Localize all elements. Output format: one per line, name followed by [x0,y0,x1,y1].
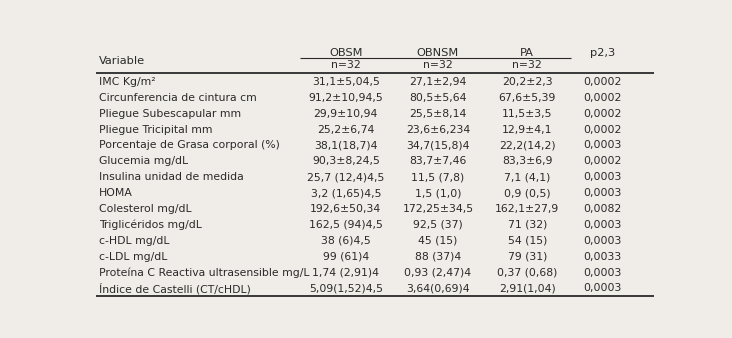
Text: 79 (31): 79 (31) [507,252,547,262]
Text: 5,09(1,52)4,5: 5,09(1,52)4,5 [309,284,383,293]
Text: 0,0002: 0,0002 [583,77,621,87]
Text: 38,1(18,7)4: 38,1(18,7)4 [314,140,378,150]
Text: 91,2±10,94,5: 91,2±10,94,5 [308,93,384,103]
Text: 0,0002: 0,0002 [583,124,621,135]
Text: 0,0003: 0,0003 [583,220,621,230]
Text: 3,64(0,69)4: 3,64(0,69)4 [406,284,470,293]
Text: PA: PA [520,48,534,58]
Text: 0,0002: 0,0002 [583,156,621,166]
Text: 0,0033: 0,0033 [583,252,621,262]
Text: 34,7(15,8)4: 34,7(15,8)4 [406,140,470,150]
Text: n=32: n=32 [512,60,542,70]
Text: Porcentaje de Grasa corporal (%): Porcentaje de Grasa corporal (%) [99,140,280,150]
Text: 71 (32): 71 (32) [507,220,547,230]
Text: 54 (15): 54 (15) [507,236,547,246]
Text: 3,2 (1,65)4,5: 3,2 (1,65)4,5 [310,188,381,198]
Text: 11,5±3,5: 11,5±3,5 [502,108,553,119]
Text: Insulina unidad de medida: Insulina unidad de medida [99,172,244,182]
Text: OBSM: OBSM [329,48,362,58]
Text: 27,1±2,94: 27,1±2,94 [409,77,466,87]
Text: Pliegue Subescapular mm: Pliegue Subescapular mm [99,108,241,119]
Text: 1,74 (2,91)4: 1,74 (2,91)4 [313,268,379,277]
Text: 99 (61)4: 99 (61)4 [323,252,369,262]
Text: Pliegue Tricipital mm: Pliegue Tricipital mm [99,124,212,135]
Text: 162,5 (94)4,5: 162,5 (94)4,5 [309,220,383,230]
Text: Variable: Variable [99,56,145,66]
Text: 67,6±5,39: 67,6±5,39 [498,93,556,103]
Text: 31,1±5,04,5: 31,1±5,04,5 [312,77,380,87]
Text: Glucemia mg/dL: Glucemia mg/dL [99,156,188,166]
Text: 90,3±8,24,5: 90,3±8,24,5 [312,156,380,166]
Text: 12,9±4,1: 12,9±4,1 [502,124,553,135]
Text: n=32: n=32 [331,60,361,70]
Text: c-LDL mg/dL: c-LDL mg/dL [99,252,167,262]
Text: 25,5±8,14: 25,5±8,14 [409,108,466,119]
Text: 0,0003: 0,0003 [583,172,621,182]
Text: Proteína C Reactiva ultrasensible mg/L: Proteína C Reactiva ultrasensible mg/L [99,267,310,278]
Text: 7,1 (4,1): 7,1 (4,1) [504,172,550,182]
Text: 0,93 (2,47)4: 0,93 (2,47)4 [404,268,471,277]
Text: 0,0002: 0,0002 [583,108,621,119]
Text: 192,6±50,34: 192,6±50,34 [310,204,381,214]
Text: 11,5 (7,8): 11,5 (7,8) [411,172,465,182]
Text: 38 (6)4,5: 38 (6)4,5 [321,236,370,246]
Text: 88 (37)4: 88 (37)4 [415,252,461,262]
Text: Colesterol mg/dL: Colesterol mg/dL [99,204,192,214]
Text: c-HDL mg/dL: c-HDL mg/dL [99,236,169,246]
Text: 0,0003: 0,0003 [583,284,621,293]
Text: 1,5 (1,0): 1,5 (1,0) [415,188,461,198]
Text: 22,2(14,2): 22,2(14,2) [499,140,556,150]
Text: 0,0003: 0,0003 [583,236,621,246]
Text: 0,9 (0,5): 0,9 (0,5) [504,188,550,198]
Text: 20,2±2,3: 20,2±2,3 [502,77,553,87]
Text: 25,7 (12,4)4,5: 25,7 (12,4)4,5 [307,172,384,182]
Text: OBNSM: OBNSM [417,48,459,58]
Text: 0,0003: 0,0003 [583,268,621,277]
Text: 0,0082: 0,0082 [583,204,621,214]
Text: p2,3: p2,3 [590,48,616,58]
Text: 92,5 (37): 92,5 (37) [413,220,463,230]
Text: Índice de Castelli (CT/cHDL): Índice de Castelli (CT/cHDL) [99,283,251,294]
Text: 162,1±27,9: 162,1±27,9 [495,204,559,214]
Text: Circunferencia de cintura cm: Circunferencia de cintura cm [99,93,257,103]
Text: n=32: n=32 [423,60,453,70]
Text: 23,6±6,234: 23,6±6,234 [406,124,470,135]
Text: Triglicéridos mg/dL: Triglicéridos mg/dL [99,220,202,230]
Text: HOMA: HOMA [99,188,132,198]
Text: 83,3±6,9: 83,3±6,9 [502,156,553,166]
Text: 0,0003: 0,0003 [583,140,621,150]
Text: 0,37 (0,68): 0,37 (0,68) [497,268,558,277]
Text: 29,9±10,94: 29,9±10,94 [313,108,378,119]
Text: 0,0003: 0,0003 [583,188,621,198]
Text: 25,2±6,74: 25,2±6,74 [317,124,375,135]
Text: 2,91(1,04): 2,91(1,04) [499,284,556,293]
Text: 83,7±7,46: 83,7±7,46 [409,156,466,166]
Text: 0,0002: 0,0002 [583,93,621,103]
Text: 172,25±34,5: 172,25±34,5 [403,204,474,214]
Text: IMC Kg/m²: IMC Kg/m² [99,77,155,87]
Text: 80,5±5,64: 80,5±5,64 [409,93,467,103]
Text: 45 (15): 45 (15) [418,236,458,246]
